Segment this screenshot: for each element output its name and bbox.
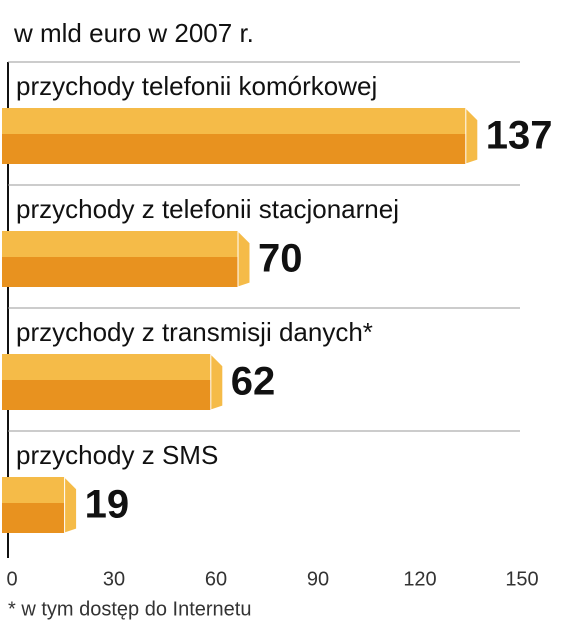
bar-highlight — [2, 477, 65, 503]
bar-bevel — [210, 352, 224, 411]
category-label: przychody z SMS — [16, 440, 218, 470]
bar-highlight — [2, 231, 238, 257]
bar-highlight — [2, 108, 466, 134]
x-tick-label: 30 — [103, 568, 125, 590]
value-label: 62 — [231, 360, 275, 404]
x-tick-label: 150 — [505, 568, 538, 590]
x-tick-label: 120 — [403, 568, 436, 590]
bar-bevel — [465, 106, 479, 165]
x-tick-label: 60 — [205, 568, 227, 590]
chart-subtitle: w mld euro w 2007 r. — [13, 18, 254, 48]
x-tick-label: 0 — [6, 568, 17, 590]
category-label: przychody z transmisji danych* — [16, 317, 373, 347]
x-tick-label: 90 — [307, 568, 329, 590]
category-label: przychody z telefonii stacjonarnej — [16, 194, 399, 224]
value-label: 137 — [486, 114, 553, 158]
bar-highlight — [2, 354, 211, 380]
footnote: * w tym dostęp do Internetu — [8, 598, 251, 620]
category-label: przychody telefonii komórkowej — [16, 71, 377, 101]
bar-bevel — [64, 475, 78, 534]
bar-bevel — [237, 229, 251, 288]
value-label: 70 — [258, 237, 303, 281]
value-label: 19 — [85, 483, 130, 527]
